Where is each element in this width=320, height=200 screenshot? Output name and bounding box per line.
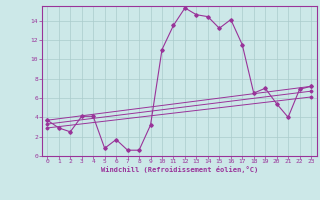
X-axis label: Windchill (Refroidissement éolien,°C): Windchill (Refroidissement éolien,°C) — [100, 166, 258, 173]
